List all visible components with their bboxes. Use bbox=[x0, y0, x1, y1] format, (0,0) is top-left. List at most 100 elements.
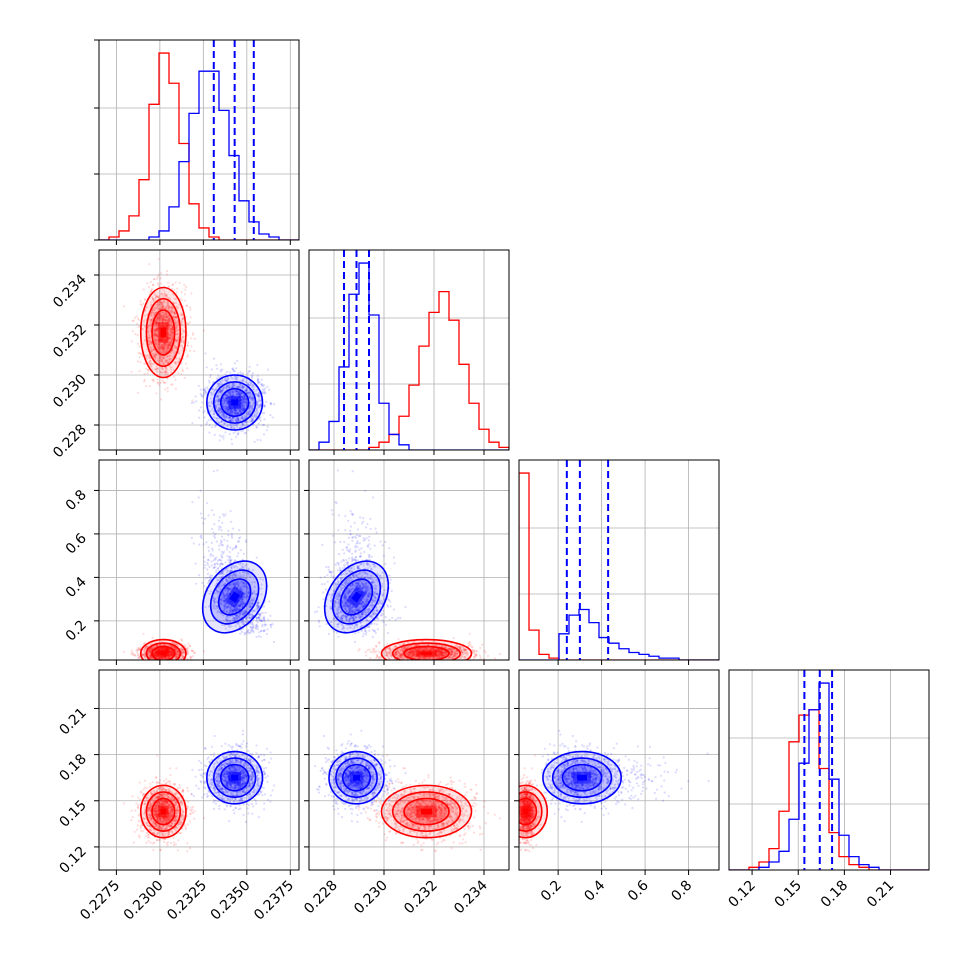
sample-point bbox=[168, 337, 171, 340]
sample-point bbox=[233, 409, 236, 412]
sample-point bbox=[232, 383, 235, 386]
sample-point bbox=[173, 361, 176, 364]
sample-point bbox=[149, 341, 152, 344]
sample-point bbox=[234, 377, 237, 380]
sample-point bbox=[229, 391, 232, 394]
sample-point bbox=[171, 287, 174, 290]
sample-point bbox=[242, 408, 245, 411]
sample-point bbox=[262, 392, 265, 395]
sample-point bbox=[221, 379, 224, 382]
sample-point bbox=[220, 435, 223, 438]
sample-point bbox=[181, 318, 184, 321]
sample-point bbox=[217, 391, 220, 394]
sample-point bbox=[236, 411, 239, 414]
sample-point bbox=[219, 391, 222, 395]
sample-point bbox=[168, 306, 171, 309]
sample-point bbox=[175, 291, 178, 294]
sample-point bbox=[222, 411, 225, 415]
sample-point bbox=[240, 415, 243, 418]
sample-point bbox=[160, 304, 164, 308]
sample-point bbox=[214, 424, 217, 427]
sample-point bbox=[160, 343, 163, 346]
sample-point bbox=[164, 370, 167, 373]
sample-point bbox=[240, 409, 244, 412]
sample-point bbox=[162, 368, 165, 371]
sample-point bbox=[216, 382, 220, 385]
sample-point bbox=[159, 301, 162, 304]
sample-point bbox=[174, 321, 177, 324]
sample-point bbox=[218, 397, 221, 401]
sample-point bbox=[225, 408, 229, 411]
sample-point bbox=[210, 401, 213, 404]
sample-point bbox=[242, 404, 245, 407]
sample-point bbox=[152, 278, 155, 281]
sample-point bbox=[211, 509, 214, 512]
sample-point bbox=[161, 647, 164, 650]
sample-point bbox=[165, 661, 167, 663]
sample-point bbox=[250, 405, 254, 408]
histogram-blue bbox=[99, 70, 299, 240]
sample-point bbox=[240, 417, 243, 420]
sample-point bbox=[227, 409, 230, 412]
sample-point bbox=[261, 384, 265, 388]
sample-point bbox=[234, 409, 237, 412]
sample-point bbox=[156, 295, 159, 298]
sample-point bbox=[231, 368, 234, 371]
sample-point bbox=[159, 307, 162, 310]
sample-point bbox=[179, 660, 181, 662]
sample-point bbox=[133, 654, 136, 657]
sample-point bbox=[224, 416, 227, 419]
sample-point bbox=[243, 395, 246, 398]
sample-point bbox=[152, 309, 155, 312]
sample-point bbox=[135, 315, 138, 318]
sample-point bbox=[207, 388, 210, 391]
sample-point bbox=[228, 412, 231, 415]
sample-point bbox=[203, 387, 207, 390]
sample-point bbox=[177, 324, 180, 327]
sample-point bbox=[256, 394, 259, 397]
sample-point bbox=[165, 319, 168, 322]
sample-point bbox=[151, 296, 154, 299]
sample-point bbox=[169, 328, 172, 331]
sample-point bbox=[146, 330, 149, 333]
sample-point bbox=[170, 371, 173, 374]
sample-point bbox=[262, 605, 266, 608]
sample-point bbox=[161, 347, 164, 350]
sample-point bbox=[239, 392, 242, 395]
sample-point bbox=[161, 358, 164, 361]
sample-point bbox=[240, 408, 243, 411]
sample-point bbox=[239, 411, 243, 414]
sample-point bbox=[231, 391, 234, 394]
sample-point bbox=[162, 345, 165, 349]
sample-point bbox=[203, 409, 206, 412]
sample-point bbox=[243, 408, 246, 411]
sample-point bbox=[175, 357, 178, 360]
sample-point bbox=[159, 300, 162, 303]
sample-point bbox=[170, 383, 173, 386]
sample-point bbox=[150, 363, 153, 366]
sample-point bbox=[167, 342, 170, 345]
sample-point bbox=[159, 356, 162, 359]
sample-point bbox=[230, 410, 233, 413]
sample-point bbox=[162, 320, 165, 323]
sample-point bbox=[152, 378, 155, 381]
sample-point bbox=[168, 347, 171, 350]
sample-point bbox=[161, 319, 164, 322]
sample-point bbox=[149, 649, 152, 652]
sample-point bbox=[152, 380, 155, 383]
sample-point bbox=[256, 393, 259, 396]
sample-point bbox=[156, 334, 159, 337]
sample-point bbox=[252, 397, 255, 400]
sample-point bbox=[219, 368, 222, 372]
sample-point bbox=[217, 417, 220, 420]
sample-point bbox=[202, 388, 205, 391]
sample-point bbox=[191, 422, 194, 425]
sample-point bbox=[231, 426, 234, 429]
sample-point bbox=[215, 571, 218, 574]
sample-point bbox=[153, 277, 156, 281]
sample-point bbox=[166, 354, 170, 357]
sample-point bbox=[151, 378, 154, 382]
sample-point bbox=[153, 335, 156, 338]
sample-point bbox=[215, 569, 218, 572]
sample-point bbox=[173, 297, 176, 300]
